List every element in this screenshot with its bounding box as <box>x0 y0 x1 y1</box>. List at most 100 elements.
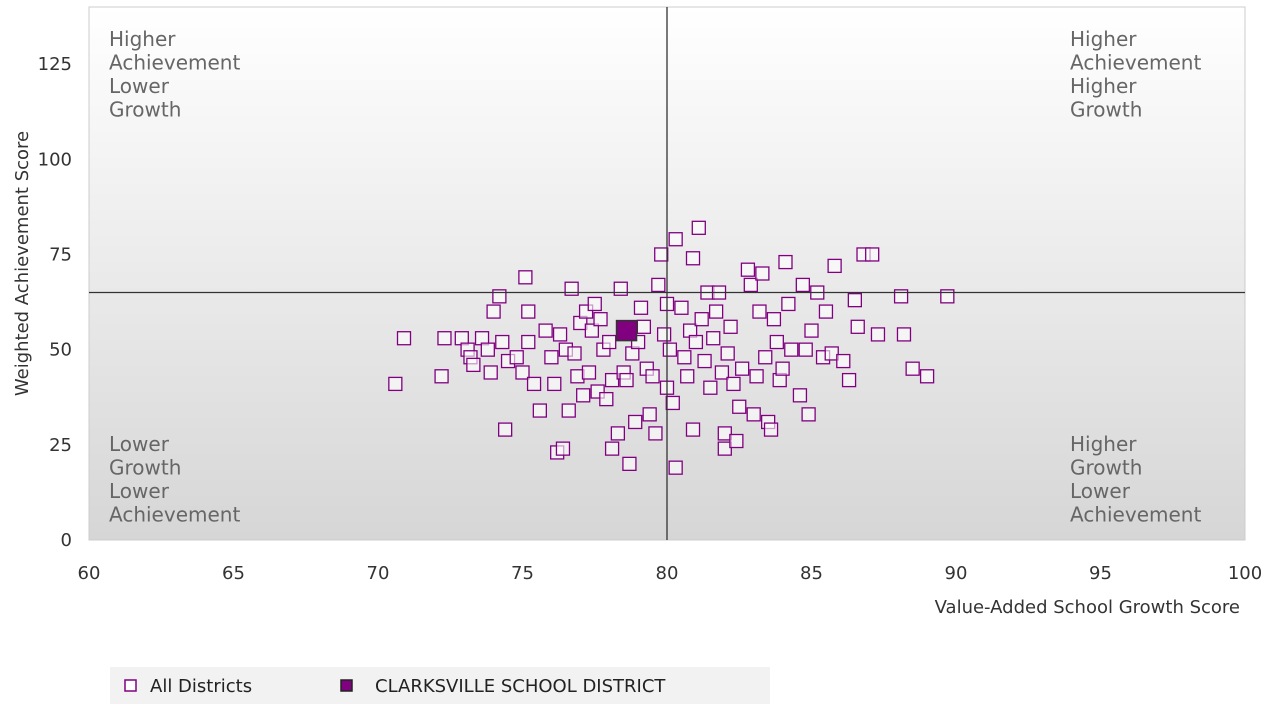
data-point-all-districts[interactable] <box>781 296 796 312</box>
data-point-all-districts[interactable] <box>726 376 741 392</box>
data-point-all-districts[interactable] <box>434 369 449 384</box>
data-point-all-districts[interactable] <box>685 251 701 266</box>
data-point-all-districts[interactable] <box>720 346 735 361</box>
data-point-all-districts[interactable] <box>515 365 530 380</box>
data-point-all-districts[interactable] <box>532 403 547 418</box>
data-point-all-districts[interactable] <box>749 369 764 384</box>
data-point-all-districts[interactable] <box>480 342 495 357</box>
data-point-all-districts[interactable] <box>396 331 412 346</box>
data-point-all-districts[interactable] <box>708 304 724 319</box>
data-point-all-districts[interactable] <box>668 232 683 247</box>
data-point-all-districts[interactable] <box>492 289 507 304</box>
legend-symbol-clarksville[interactable] <box>340 679 353 692</box>
data-point-all-districts[interactable] <box>703 380 718 395</box>
data-point-all-districts[interactable] <box>775 361 790 376</box>
data-point-all-districts[interactable] <box>544 350 559 365</box>
data-point-all-districts[interactable] <box>755 266 770 281</box>
data-point-all-districts[interactable] <box>752 304 767 319</box>
data-point-all-districts[interactable] <box>633 300 649 315</box>
data-point-all-districts[interactable] <box>602 334 617 350</box>
data-point-all-districts[interactable] <box>555 441 571 456</box>
data-point-all-districts[interactable] <box>804 323 819 338</box>
data-point-all-districts[interactable] <box>798 342 813 357</box>
data-point-all-districts[interactable] <box>680 369 695 384</box>
data-point-all-districts[interactable] <box>905 361 920 376</box>
data-point-all-districts[interactable] <box>784 342 799 357</box>
data-point-all-districts[interactable] <box>518 270 533 285</box>
data-point-all-districts[interactable] <box>697 353 712 369</box>
data-point-all-districts[interactable] <box>483 365 498 380</box>
data-point-all-districts[interactable] <box>495 334 510 350</box>
data-point-all-districts[interactable] <box>717 441 732 456</box>
data-point-all-districts[interactable] <box>940 289 955 304</box>
data-point-all-districts[interactable] <box>648 426 663 441</box>
data-point-clarksville[interactable] <box>615 319 638 342</box>
data-point-all-districts[interactable] <box>729 433 744 449</box>
data-point-all-districts[interactable] <box>732 399 747 414</box>
data-point-all-districts[interactable] <box>746 407 761 422</box>
data-point-all-districts[interactable] <box>691 220 706 235</box>
data-point-all-districts[interactable] <box>610 426 626 441</box>
data-point-all-districts[interactable] <box>642 407 657 422</box>
data-point-all-districts[interactable] <box>870 327 886 342</box>
data-point-all-districts[interactable] <box>584 323 600 338</box>
data-point-all-districts[interactable] <box>665 395 680 411</box>
data-point-all-districts[interactable] <box>795 277 810 293</box>
data-point-all-districts[interactable] <box>896 327 912 342</box>
data-point-all-districts[interactable] <box>587 296 602 312</box>
data-point-all-districts[interactable] <box>778 254 793 270</box>
data-point-all-districts[interactable] <box>613 281 628 296</box>
data-point-all-districts[interactable] <box>567 346 582 361</box>
data-point-all-districts[interactable] <box>717 426 732 441</box>
data-point-all-districts[interactable] <box>694 312 709 327</box>
data-point-all-districts[interactable] <box>486 304 501 319</box>
data-point-all-districts[interactable] <box>604 441 620 456</box>
data-point-all-districts[interactable] <box>674 300 689 315</box>
data-point-all-districts[interactable] <box>466 357 481 373</box>
legend-symbol-all-districts[interactable] <box>124 679 137 692</box>
data-point-all-districts[interactable] <box>714 365 730 380</box>
data-point-all-districts[interactable] <box>893 289 909 304</box>
data-point-all-districts[interactable] <box>723 319 738 334</box>
data-point-all-districts[interactable] <box>818 304 834 319</box>
data-point-all-districts[interactable] <box>654 247 669 262</box>
data-point-all-districts[interactable] <box>593 312 608 327</box>
data-point-all-districts[interactable] <box>538 323 553 338</box>
data-point-all-districts[interactable] <box>521 334 536 350</box>
data-point-all-districts[interactable] <box>919 369 935 384</box>
data-point-all-districts[interactable] <box>865 247 880 262</box>
data-point-all-districts[interactable] <box>734 361 750 376</box>
data-point-all-districts[interactable] <box>847 292 862 308</box>
data-point-all-districts[interactable] <box>841 372 857 388</box>
data-point-all-districts[interactable] <box>576 388 591 403</box>
data-point-all-districts[interactable] <box>792 388 808 403</box>
data-point-all-districts[interactable] <box>662 342 678 357</box>
data-point-all-districts[interactable] <box>801 407 816 422</box>
data-point-all-districts[interactable] <box>636 319 652 334</box>
data-point-all-districts[interactable] <box>437 331 452 346</box>
data-point-all-districts[interactable] <box>688 334 704 350</box>
data-point-all-districts[interactable] <box>581 365 597 380</box>
data-point-all-districts[interactable] <box>564 281 579 296</box>
data-point-all-districts[interactable] <box>645 369 660 384</box>
data-point-all-districts[interactable] <box>766 312 782 327</box>
data-point-all-districts[interactable] <box>628 414 643 430</box>
data-point-all-districts[interactable] <box>599 391 614 407</box>
data-point-all-districts[interactable] <box>388 376 403 392</box>
data-point-all-districts[interactable] <box>619 372 634 388</box>
data-point-all-districts[interactable] <box>547 376 562 392</box>
data-point-all-districts[interactable] <box>656 327 672 342</box>
data-point-all-districts[interactable] <box>827 258 842 274</box>
data-point-all-districts[interactable] <box>622 456 637 472</box>
data-point-all-districts[interactable] <box>740 262 756 277</box>
data-point-all-districts[interactable] <box>758 350 773 365</box>
data-point-all-districts[interactable] <box>763 422 779 437</box>
data-point-all-districts[interactable] <box>685 422 701 437</box>
data-point-all-districts[interactable] <box>769 334 784 350</box>
legend-label-all-districts[interactable]: All Districts <box>150 676 252 697</box>
data-point-all-districts[interactable] <box>743 277 758 293</box>
data-point-all-districts[interactable] <box>509 350 524 365</box>
data-point-all-districts[interactable] <box>668 460 683 475</box>
data-point-all-districts[interactable] <box>521 304 536 319</box>
data-point-all-districts[interactable] <box>561 403 576 418</box>
